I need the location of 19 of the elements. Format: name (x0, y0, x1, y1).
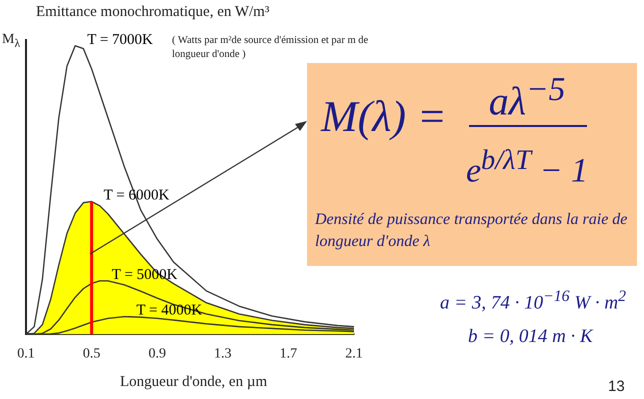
annotation: M(λ) = (321, 91, 447, 142)
text: a = 3, 74 · 10$^{−16}$ W · m$^{2}$ (440, 288, 626, 314)
x-tick-label: 1.3 (214, 346, 232, 362)
x-tick-label: 0.5 (82, 346, 100, 362)
text: b = 0, 014 m · K (468, 326, 593, 348)
text: aλ$^{−5}$ (488, 71, 566, 124)
chart-title: Emittance monochromatique, en W/m³ (36, 4, 270, 21)
series-label: T = 7000K (87, 32, 154, 48)
series-label: T = 4000K (136, 302, 202, 319)
annotation: Densité de puissance transportée dans la raie de longueur d'onde λ (315, 210, 628, 252)
x-tick-label: 1.7 (280, 346, 298, 362)
x-tick-label: 0.1 (17, 346, 35, 362)
x-axis-title: Longueur d'onde, en µm (120, 374, 268, 391)
x-tick-label: 2.1 (345, 346, 363, 362)
chart-subtitle: ( Watts par m²de source d'émission et par m de longueur d'onde ) (172, 34, 370, 62)
x-tick-label: 0.9 (148, 346, 166, 362)
text: 13 (608, 378, 625, 395)
y-axis-title: M$_{λ}$ (2, 32, 20, 50)
text: e$^{b/λT}$ − 1 (464, 145, 590, 190)
